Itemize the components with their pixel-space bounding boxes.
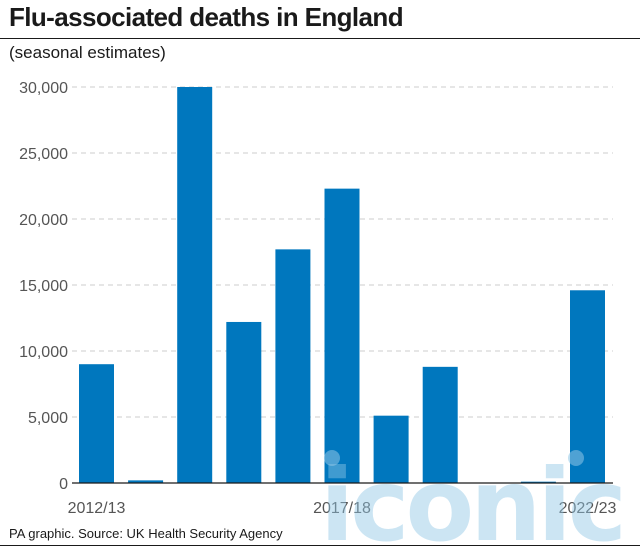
y-tick-label: 10,000 xyxy=(19,344,68,361)
bar-2019-20 xyxy=(422,366,458,483)
y-tick-label: 15,000 xyxy=(19,278,68,295)
bar-2014-15 xyxy=(177,87,213,483)
bar-2016-17 xyxy=(275,249,311,483)
footer-divider xyxy=(0,545,640,546)
y-tick-label: 25,000 xyxy=(19,146,68,163)
bar-2013-14 xyxy=(128,480,164,483)
watermark-dot-icon xyxy=(568,450,584,466)
y-axis-tick-labels: 0 5,000 10,000 15,000 20,000 25,000 30,000 xyxy=(19,80,68,493)
x-tick-label: 2012/13 xyxy=(68,500,126,517)
bar-2015-16 xyxy=(226,321,262,483)
x-tick-label: 2022/23 xyxy=(559,500,617,517)
watermark-dot-icon xyxy=(324,450,340,466)
chart-title: Flu-associated deaths in England xyxy=(9,2,404,32)
bar-2018-19 xyxy=(373,415,409,483)
bar-2017-18 xyxy=(324,188,360,483)
y-tick-label: 30,000 xyxy=(19,80,68,97)
y-tick-label: 0 xyxy=(59,476,68,493)
y-tick-label: 5,000 xyxy=(28,410,68,427)
x-axis-tick-labels: 2012/13 2017/18 2022/23 xyxy=(68,500,617,517)
watermark-logo: iconic xyxy=(320,447,627,545)
y-tick-label: 20,000 xyxy=(19,212,68,229)
bar-2021-22 xyxy=(520,481,556,483)
source-note: PA graphic. Source: UK Health Security A… xyxy=(9,526,283,541)
bars xyxy=(79,87,605,483)
bar-2012-13 xyxy=(79,364,114,483)
chart-subtitle: (seasonal estimates) xyxy=(9,43,166,62)
watermark-text: iconic xyxy=(320,447,623,545)
x-tick-label: 2017/18 xyxy=(313,500,371,517)
title-divider xyxy=(0,38,640,39)
